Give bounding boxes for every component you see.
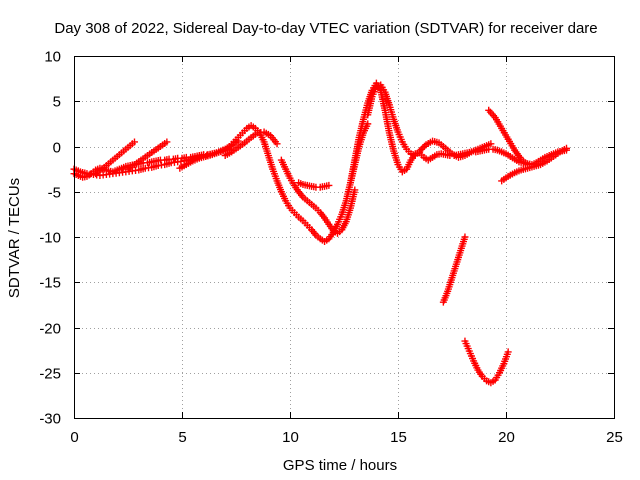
y-tick-label: -10	[39, 230, 61, 247]
data-point	[411, 152, 419, 160]
data-point	[234, 137, 242, 145]
data-series	[295, 179, 333, 191]
y-tick-label: 10	[44, 49, 61, 66]
data-series	[498, 144, 570, 185]
chart-title: Day 308 of 2022, Sidereal Day-to-day VTE…	[54, 20, 597, 37]
data-series	[124, 138, 171, 173]
data-point	[325, 181, 333, 189]
data-series	[416, 137, 495, 161]
data-series	[92, 138, 138, 178]
y-tick-label: -15	[39, 275, 61, 292]
data-point	[417, 145, 425, 153]
y-tick-label: -25	[39, 366, 61, 383]
plot-frame	[74, 56, 615, 419]
y-tick-label: 0	[53, 140, 61, 157]
x-axis-label: GPS time / hours	[283, 457, 397, 474]
y-tick-label: -30	[39, 411, 61, 428]
data-point	[130, 138, 138, 146]
data-series	[176, 137, 242, 172]
data-point	[351, 186, 359, 194]
data-point	[461, 233, 469, 241]
x-tick-label: 0	[70, 429, 78, 446]
data-point	[487, 140, 495, 148]
data-point	[562, 144, 570, 152]
y-tick-label: -5	[48, 185, 61, 202]
data-point	[504, 348, 512, 356]
data-point	[416, 147, 424, 155]
data-series	[346, 120, 372, 187]
y-tick-label: 5	[53, 94, 61, 111]
y-axis-label: SDTVAR / TECUs	[6, 178, 23, 298]
data-layer	[70, 79, 570, 387]
data-point	[273, 140, 281, 148]
grid-layer	[74, 56, 614, 418]
tick-layer: 0 5 10 15 20 25 -30 -25 -20 -15 -10 -5 0 5 10	[39, 49, 623, 447]
x-tick-label: 25	[606, 429, 623, 446]
data-series	[485, 106, 532, 169]
data-point	[364, 120, 372, 128]
x-tick-label: 10	[282, 429, 299, 446]
data-series	[461, 337, 512, 387]
data-series	[221, 128, 281, 160]
data-series	[277, 156, 359, 237]
data-series	[439, 233, 469, 306]
data-point	[419, 144, 427, 152]
x-tick-label: 15	[390, 429, 407, 446]
y-tick-label: -20	[39, 321, 61, 338]
x-tick-label: 5	[178, 429, 186, 446]
data-series	[70, 79, 570, 246]
data-series	[364, 81, 419, 160]
data-point	[163, 138, 171, 146]
x-tick-label: 20	[498, 429, 515, 446]
data-point	[420, 142, 428, 150]
